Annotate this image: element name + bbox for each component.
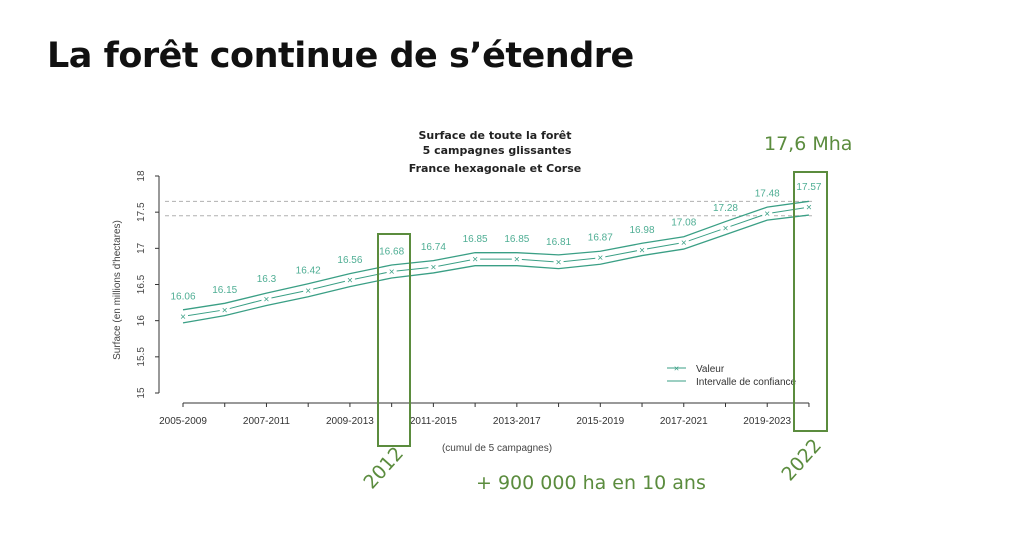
value-marker: × — [723, 224, 729, 235]
value-marker: × — [472, 255, 478, 266]
annotation-2022: 2022 — [777, 435, 826, 486]
legend-valeur-marker: × — [674, 364, 679, 374]
marker-bg — [428, 263, 439, 272]
value-marker: × — [347, 276, 353, 287]
legend-ci-label: Intervalle de confiance — [696, 377, 797, 388]
y-tick-label: 15 — [136, 387, 147, 399]
data-label: 16.15 — [212, 285, 237, 296]
ci-upper-line — [182, 200, 810, 311]
value-marker: × — [556, 258, 562, 269]
value-marker: × — [597, 253, 603, 264]
chart-title-line-3: France hexagonale et Corse — [409, 162, 581, 175]
annotation-2012: 2012 — [359, 443, 408, 494]
data-label: 16.85 — [504, 234, 529, 245]
y-tick-label: 16 — [136, 315, 147, 327]
marker-bg — [678, 238, 689, 247]
marker-bg — [511, 255, 522, 264]
x-tick-label: 2019-2023 — [743, 416, 791, 427]
marker-bg — [303, 286, 314, 295]
value-marker: × — [222, 305, 228, 316]
highlight-box-2022 — [793, 171, 828, 432]
data-label: 16.68 — [379, 246, 404, 257]
x-tick-label: 2005-2009 — [159, 416, 207, 427]
marker-bg — [344, 276, 355, 285]
value-marker: × — [806, 203, 812, 214]
y-axis-label: Surface (en millions d'hectares) — [112, 220, 123, 360]
annotation-total: 17,6 Mha — [764, 133, 852, 155]
marker-bg — [178, 312, 188, 321]
marker-bg — [386, 267, 397, 276]
data-label: 16.74 — [421, 242, 446, 253]
chart-title: Surface de toute la forêt 5 campagnes gl… — [409, 129, 581, 175]
data-label: 16.06 — [170, 291, 195, 302]
value-marker: × — [514, 255, 520, 266]
data-label: 16.85 — [463, 234, 488, 245]
y-tick-label: 17.5 — [136, 202, 147, 222]
data-label: 16.56 — [337, 255, 362, 266]
marker-bg — [553, 258, 564, 267]
data-label: 16.81 — [546, 237, 571, 248]
slide-title: La forêt continue de s’étendre — [47, 36, 634, 76]
x-tick-label: 2017-2021 — [660, 416, 708, 427]
x-tick-label: 2007-2011 — [243, 416, 291, 427]
x-tick-label: 2011-2015 — [410, 416, 458, 427]
marker-bg — [261, 294, 272, 303]
value-line — [182, 206, 810, 317]
data-label: 17.08 — [671, 218, 696, 229]
chart-title-line-2: 5 campagnes glissantes — [423, 144, 572, 157]
marker-bg — [803, 203, 814, 212]
marker-bg — [762, 209, 773, 218]
x-tick-label: 2009-2013 — [326, 416, 374, 427]
legend-valeur-label: Valeur — [696, 364, 725, 375]
data-label: 16.87 — [588, 233, 613, 244]
data-label: 16.98 — [630, 225, 655, 236]
value-marker: × — [764, 209, 770, 220]
data-label: 16.3 — [257, 274, 277, 285]
x-tick-label: 2015-2019 — [576, 416, 624, 427]
value-marker: × — [681, 238, 687, 249]
data-label: 17.48 — [755, 189, 780, 200]
marker-bg — [637, 245, 648, 254]
y-tick-label: 15.5 — [136, 347, 147, 367]
highlight-box-2012 — [377, 233, 411, 447]
marker-bg — [595, 253, 606, 262]
value-marker: × — [639, 245, 645, 256]
value-marker: × — [180, 312, 186, 323]
value-marker: × — [264, 294, 270, 305]
data-label: 17.57 — [796, 182, 821, 193]
data-label: 16.42 — [296, 265, 321, 276]
value-marker: × — [305, 286, 311, 297]
y-tick-label: 18 — [136, 170, 147, 182]
x-axis-label: (cumul de 5 campagnes) — [442, 443, 552, 454]
marker-bg — [470, 255, 481, 264]
y-tick-label: 16.5 — [136, 274, 147, 294]
legend: × Valeur Intervalle de confiance — [667, 364, 797, 388]
marker-bg — [219, 305, 230, 314]
ci-lower-line — [182, 214, 810, 324]
marker-bg — [720, 224, 731, 233]
annotation-growth: + 900 000 ha en 10 ans — [476, 472, 706, 494]
x-tick-label: 2013-2017 — [493, 416, 541, 427]
data-label: 17.28 — [713, 203, 738, 214]
chart-title-line-1: Surface de toute la forêt — [418, 129, 571, 142]
value-marker: × — [430, 263, 436, 274]
y-tick-label: 17 — [136, 242, 147, 254]
value-marker: × — [389, 267, 395, 278]
